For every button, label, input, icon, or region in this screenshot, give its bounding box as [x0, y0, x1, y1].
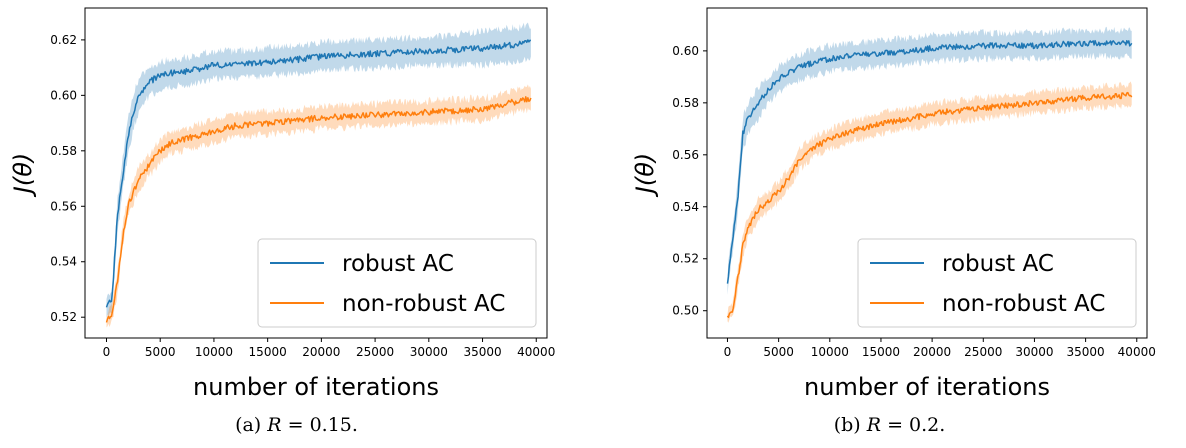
y-tick-label-1-1: 0.52	[672, 252, 699, 266]
chart-a-svg: 0 5000 10000 15000 20000 25000 30000 35000 40000…	[9, 7, 555, 401]
x-tick-label-0-6: 30000	[410, 345, 448, 359]
x-tick-label-0-0: 0	[103, 345, 111, 359]
caption-a-value: = 0.15.	[281, 414, 358, 436]
series-band-0-0	[106, 22, 531, 319]
y-tick-label-1-3: 0.56	[672, 148, 699, 162]
caption-b-prefix: (b)	[833, 414, 861, 436]
legend-label-1-0: robust AC	[942, 251, 1054, 277]
y-axis-label-1: J(θ)	[631, 153, 659, 198]
x-tick-label-0-4: 20000	[302, 345, 340, 359]
x-tick-label-1-7: 35000	[1067, 345, 1105, 359]
legend-0: robust AC non-robust AC	[257, 238, 537, 328]
chart-b-svg: 0 5000 10000 15000 20000 25000 30000 35000 40000…	[631, 7, 1156, 401]
y-tick-label-0-3: 0.58	[50, 144, 77, 158]
plot-area-0	[105, 22, 532, 328]
x-tick-label-0-8: 40000	[517, 345, 555, 359]
x-tick-label-1-0: 0	[724, 345, 732, 359]
x-tick-label-1-5: 25000	[964, 345, 1002, 359]
x-tick-label-1-1: 5000	[763, 345, 794, 359]
series-line-0-1	[105, 96, 532, 323]
x-tick-label-0-7: 35000	[463, 345, 501, 359]
chart-panel-b: 0 5000 10000 15000 20000 25000 30000 35000 40000…	[593, 0, 1186, 448]
axes-frame-1	[706, 7, 1148, 339]
y-tick-label-0-4: 0.60	[50, 88, 77, 102]
y-tick-label-0-5: 0.62	[50, 33, 77, 47]
x-tick-label-1-6: 30000	[1015, 345, 1053, 359]
y-tick-label-0-1: 0.54	[50, 255, 77, 269]
caption-b-variable: R	[866, 414, 882, 436]
series-band-1-0	[727, 26, 1132, 295]
y-tick-label-1-5: 0.60	[672, 44, 699, 58]
x-tick-label-0-5: 25000	[356, 345, 394, 359]
caption-b-value: = 0.2.	[881, 414, 946, 436]
x-axis-label-1: number of iterations	[804, 373, 1050, 401]
legend-label-0-1: non-robust AC	[342, 291, 505, 317]
caption-a-prefix: (a)	[235, 414, 262, 436]
x-tick-label-1-8: 40000	[1118, 345, 1156, 359]
series-line-0-0	[105, 39, 531, 308]
x-tick-label-1-2: 10000	[811, 345, 849, 359]
y-tick-label-1-4: 0.58	[672, 96, 699, 110]
caption-a-variable: R	[267, 414, 282, 436]
legend-box-1	[857, 238, 1137, 328]
caption-b: (b) R = 0.2.	[593, 414, 1186, 436]
y-tick-label-1-0: 0.50	[672, 304, 699, 318]
y-tick-label-0-0: 0.52	[50, 310, 77, 324]
y-tick-label-1-2: 0.54	[672, 200, 699, 214]
y-tick-label-0-2: 0.56	[50, 199, 77, 213]
x-tick-label-1-3: 15000	[862, 345, 900, 359]
axes-frame-0	[84, 7, 548, 339]
series-line-1-1	[726, 91, 1133, 319]
legend-box-0	[257, 238, 537, 328]
x-tick-label-1-4: 20000	[913, 345, 951, 359]
caption-a: (a) R = 0.15.	[0, 414, 593, 436]
series-band-1-1	[727, 81, 1132, 323]
plot-area-1	[726, 26, 1133, 323]
x-tick-label-0-2: 10000	[195, 345, 233, 359]
x-tick-label-0-3: 15000	[249, 345, 287, 359]
series-line-1-0	[726, 39, 1133, 284]
chart-panel-a: 0 5000 10000 15000 20000 25000 30000 35000 40000…	[0, 7, 593, 436]
x-axis-label-0: number of iterations	[193, 373, 439, 401]
legend-label-0-0: robust AC	[342, 251, 454, 277]
y-axis-label-0: J(θ)	[9, 153, 37, 198]
x-tick-label-0-1: 5000	[145, 345, 176, 359]
legend-label-1-1: non-robust AC	[942, 291, 1105, 317]
legend-1: robust AC non-robust AC	[857, 238, 1137, 328]
